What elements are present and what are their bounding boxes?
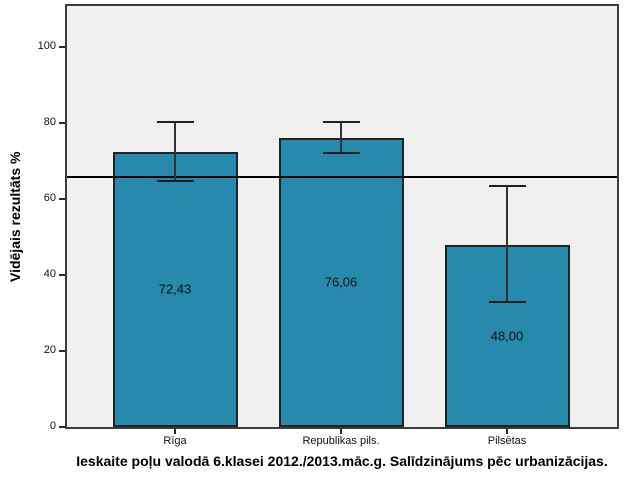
error-bar-cap-bottom [156,179,194,182]
x-tick-mark [174,429,176,434]
y-tick-mark [59,46,65,48]
y-tick-mark [59,426,65,428]
y-tick-label: 100 [37,40,56,52]
y-tick-mark [59,198,65,200]
x-tick-label: Pilsētas [487,435,527,447]
plot-area: 72,43 76,06 48,00 [65,4,619,429]
x-tick-mark [506,429,508,434]
error-bar-cap-bottom [488,300,526,303]
chart-caption: Ieskaite poļu valodā 6.klasei 2012./2013… [76,453,608,469]
error-bar-line [340,122,342,153]
y-tick-mark [59,350,65,352]
error-bar-cap-top [488,185,526,188]
bar-value-label: 48,00 [490,328,524,344]
bar-value-label: 76,06 [324,274,358,290]
error-bar-cap-top [322,121,360,124]
x-tick-mark [340,429,342,434]
y-tick-label: 40 [43,268,56,280]
error-bar-cap-top [156,121,194,124]
error-bar-line [174,122,176,181]
error-bar-cap-bottom [322,151,360,154]
y-axis-title: Vidējais rezultāts % [7,151,23,282]
y-tick-label: 80 [43,116,56,128]
x-tick-label: Rīga [163,435,187,447]
bar [278,137,404,427]
plot-inner: 72,43 76,06 48,00 [67,6,617,427]
bar [112,151,238,427]
bar-value-label: 72,43 [158,281,192,297]
reference-line [67,175,617,178]
error-bar-line [506,186,508,302]
y-tick-label: 20 [43,344,56,356]
y-tick-mark [59,122,65,124]
y-tick-label: 0 [49,420,56,432]
y-tick-mark [59,274,65,276]
y-tick-label: 60 [43,192,56,204]
x-tick-label: Republikas pils. [302,435,380,447]
